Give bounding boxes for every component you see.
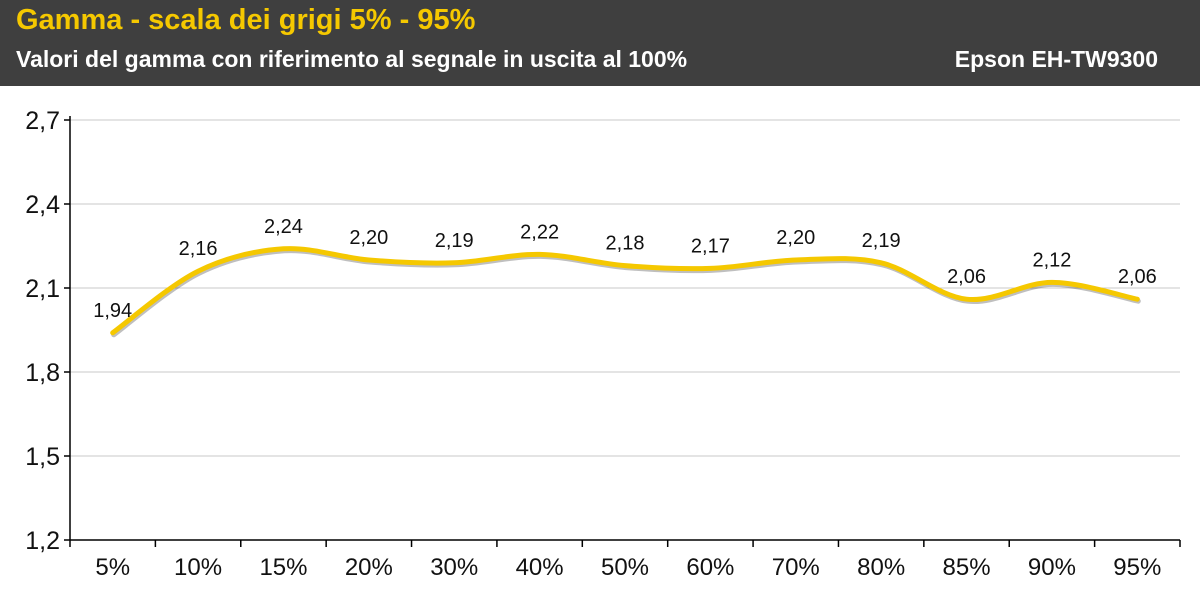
x-tick-label: 20% [345, 554, 393, 581]
y-tick-label: 2,1 [25, 275, 60, 303]
data-label: 2,19 [435, 230, 474, 252]
x-tick-label: 40% [516, 554, 564, 581]
x-tick-label: 95% [1113, 554, 1161, 581]
data-label: 2,20 [349, 227, 388, 249]
x-tick-label: 90% [1028, 554, 1076, 581]
chart-area: 1,2 1,5 1,8 2,1 2,4 2,7 5% 10% 15% 20% 30% 40% 50% 60… [0, 86, 1200, 600]
device-name: Epson EH-TW9300 [954, 46, 1158, 72]
x-tick-label: 70% [772, 554, 820, 581]
gamma-line-chart: 1,2 1,5 1,8 2,1 2,4 2,7 5% 10% 15% 20% 30% 40% 50% 60… [25, 107, 1181, 581]
y-tick-label: 2,4 [25, 191, 60, 219]
chart-title: Gamma - scala dei grigi 5% - 95% [16, 4, 476, 36]
x-tick-label: 50% [601, 554, 649, 581]
y-tick-label: 1,5 [25, 443, 60, 471]
data-label: 2,22 [520, 221, 559, 243]
data-label: 2,16 [179, 238, 218, 260]
data-label: 2,20 [776, 227, 815, 249]
x-tick-label: 15% [259, 554, 307, 581]
data-label: 2,18 [606, 233, 645, 255]
data-label: 2,17 [691, 235, 730, 257]
x-tick-label: 10% [174, 554, 222, 581]
data-label: 1,94 [93, 300, 132, 322]
data-label: 2,06 [1118, 266, 1157, 288]
x-tick-label: 85% [943, 554, 991, 581]
data-label: 2,24 [264, 216, 303, 238]
y-tick-label: 1,2 [25, 527, 60, 555]
data-label: 2,19 [862, 230, 901, 252]
x-tick-label: 80% [857, 554, 905, 581]
series-line [110, 246, 1140, 336]
x-tick-label: 30% [430, 554, 478, 581]
data-label: 2,06 [947, 266, 986, 288]
x-tick-label: 5% [95, 554, 130, 581]
chart-subtitle: Valori del gamma con riferimento al segn… [16, 46, 688, 72]
y-tick-label: 1,8 [25, 359, 60, 387]
chart-header: Gamma - scala dei grigi 5% - 95% Valori … [0, 0, 1200, 86]
y-tick-label: 2,7 [25, 107, 60, 135]
data-label: 2,12 [1032, 249, 1071, 271]
x-tick-label: 60% [686, 554, 734, 581]
